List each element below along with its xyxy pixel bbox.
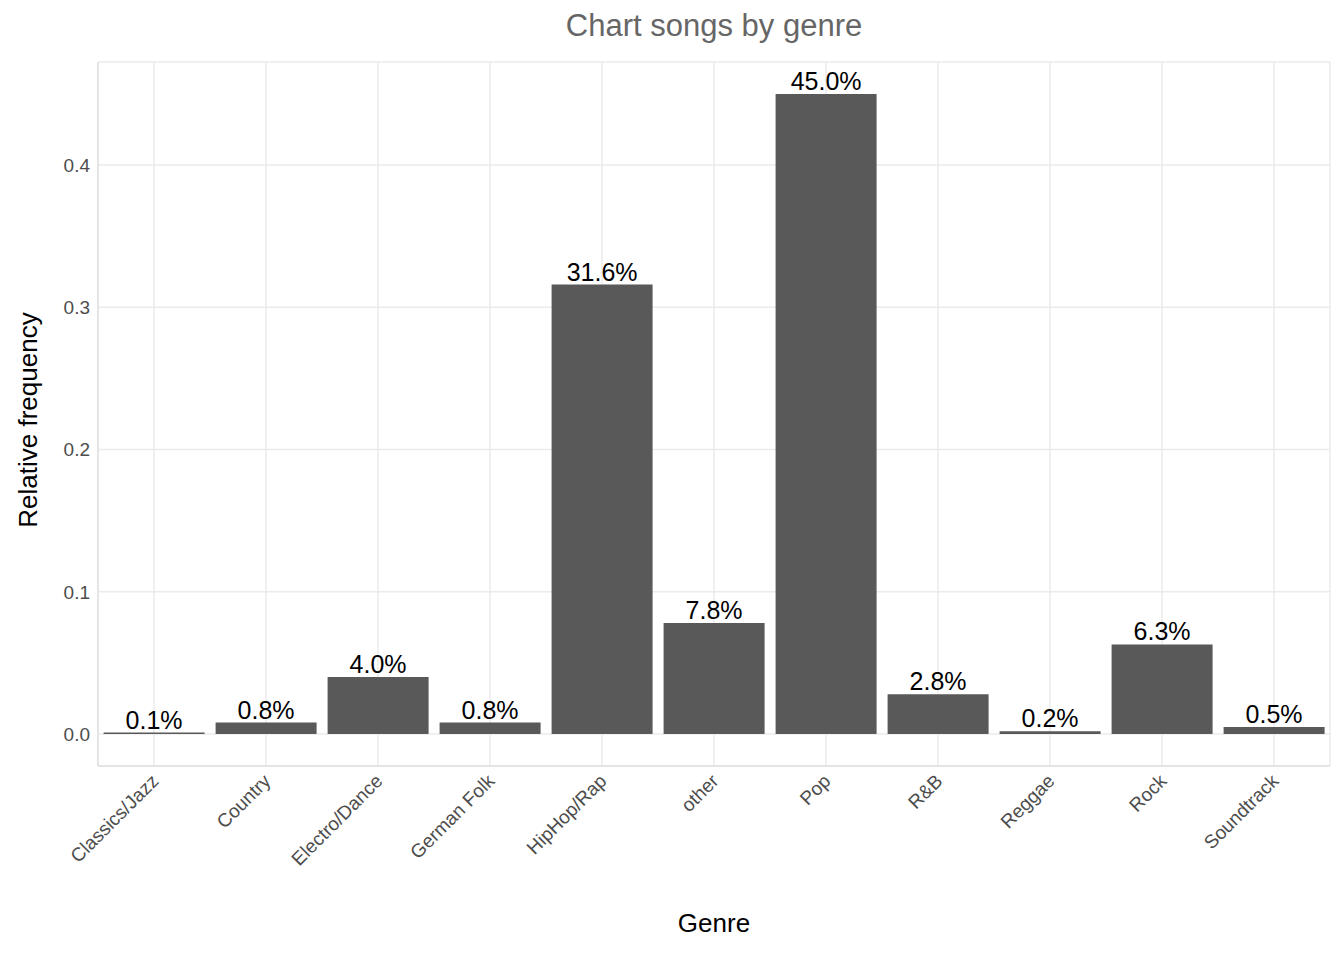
svg-text:0.5%: 0.5%: [1246, 700, 1303, 728]
svg-text:Classics/Jazz: Classics/Jazz: [66, 770, 162, 866]
svg-text:R&B: R&B: [904, 770, 946, 812]
svg-text:2.8%: 2.8%: [910, 667, 967, 695]
html-text:Genre: Genre: [677, 908, 751, 938]
svg-text:0.8%: 0.8%: [462, 696, 519, 724]
svg-text:0.2: 0.2: [64, 439, 90, 460]
html-text:Relative frequency: Relative frequency: [12, 312, 43, 528]
svg-text:0.3: 0.3: [64, 297, 90, 318]
svg-text:Electro/Dance: Electro/Dance: [287, 770, 386, 869]
svg-text:4.0%: 4.0%: [350, 650, 407, 678]
svg-text:other: other: [677, 770, 723, 816]
svg-text:0.1%: 0.1%: [126, 706, 183, 734]
svg-text:0.0: 0.0: [64, 724, 90, 745]
svg-text:0.1: 0.1: [64, 582, 90, 603]
svg-text:0.2%: 0.2%: [1022, 704, 1079, 732]
svg-text:Pop: Pop: [796, 770, 835, 809]
svg-text:Reggae: Reggae: [997, 770, 1059, 832]
svg-text:31.6%: 31.6%: [567, 258, 638, 286]
svg-text:45.0%: 45.0%: [791, 67, 862, 95]
svg-text:German Folk: German Folk: [406, 770, 499, 863]
svg-text:Soundtrack: Soundtrack: [1200, 770, 1283, 853]
svg-text:6.3%: 6.3%: [1134, 617, 1191, 645]
svg-text:0.4: 0.4: [64, 155, 91, 176]
svg-text:HipHop/Rap: HipHop/Rap: [522, 770, 610, 858]
svg-text:7.8%: 7.8%: [686, 596, 743, 624]
svg-text:Country: Country: [213, 770, 275, 832]
svg-text:0.8%: 0.8%: [238, 696, 295, 724]
svg-text:Rock: Rock: [1125, 770, 1171, 816]
html-text:Chart songs by genre: Chart songs by genre: [565, 8, 863, 43]
